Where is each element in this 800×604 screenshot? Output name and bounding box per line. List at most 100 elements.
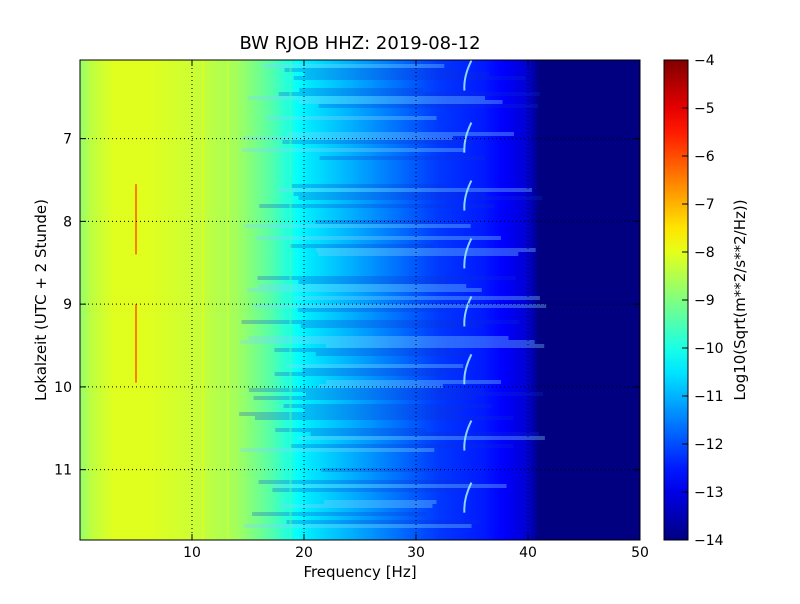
spectrum-band <box>274 484 507 488</box>
spectrum-band <box>286 364 464 368</box>
x-axis-ticks: 10 20 30 40 50 <box>183 60 649 561</box>
spectrum-band <box>247 288 482 292</box>
x-tick-label: 40 <box>519 545 537 561</box>
hook-feature <box>463 295 473 327</box>
spectrum-band <box>278 92 540 96</box>
spectrum-band <box>316 248 536 252</box>
spectrum-band <box>274 348 450 352</box>
spectrum-band <box>315 352 470 356</box>
heatmap-area <box>80 60 640 540</box>
spectrum-band <box>293 296 540 300</box>
spectrum-band <box>262 64 445 68</box>
y-tick-label: 11 <box>54 463 72 479</box>
spectrum-band <box>256 236 501 240</box>
x-axis-label: Frequency [Hz] <box>303 563 416 581</box>
spectrum-band <box>290 444 514 448</box>
hook-feature <box>463 180 473 211</box>
hook-feature <box>463 420 473 451</box>
spectrum-band <box>289 244 435 248</box>
spectrum-band <box>283 404 492 408</box>
spectrum-band <box>252 512 427 516</box>
hook-feature <box>463 482 473 513</box>
colorbar-tick-label: −9 <box>694 293 715 309</box>
colorbar-tick-label: −5 <box>694 101 715 117</box>
colorbar-tick-label: −4 <box>694 53 715 69</box>
hook-feature <box>463 238 473 269</box>
colorbar-tick-label: −7 <box>694 197 715 213</box>
spectrum-band <box>293 76 526 80</box>
y-tick-label: 8 <box>63 214 72 230</box>
spectrum-band <box>325 380 501 384</box>
y-axis-label: Lokalzeit (UTC + 2 Stunde) <box>32 199 50 401</box>
spectrum-band <box>321 468 442 472</box>
spectrum-band <box>284 68 461 72</box>
colorbar-ticks: −14 −13 −12 −11 −10 −9 −8 −7 −6 −5 −4 <box>682 53 724 549</box>
spectrum-band <box>299 88 424 92</box>
spectrum-band <box>272 488 472 492</box>
narrowband-segment <box>135 304 137 383</box>
x-tick-label: 10 <box>183 545 201 561</box>
spectrum-band <box>298 280 448 284</box>
spectrum-band <box>259 204 495 208</box>
chart-title: BW RJOB HHZ: 2019-08-12 <box>239 33 480 54</box>
spectrum-band <box>297 308 452 312</box>
spectrum-band <box>248 388 483 392</box>
spectrum-band <box>257 284 467 288</box>
spectrum-band <box>297 436 545 440</box>
spectrum-band <box>324 500 437 504</box>
heatmap-background <box>80 60 640 540</box>
spectrum-band <box>248 336 509 340</box>
spectrum-band <box>282 140 473 144</box>
x-tick-label: 50 <box>631 545 649 561</box>
spectrum-band <box>274 372 443 376</box>
spectrum-band <box>275 428 427 432</box>
spectrum-band <box>240 448 435 452</box>
y-tick-label: 7 <box>63 132 72 148</box>
vertical-spectral-line <box>226 60 229 540</box>
vertical-spectral-line <box>202 60 205 540</box>
spectrum-band <box>257 276 516 280</box>
spectrum-band <box>243 524 472 528</box>
x-tick-label: 20 <box>295 545 313 561</box>
y-tick-label: 9 <box>63 297 72 313</box>
spectrum-band <box>254 416 514 420</box>
spectrum-band <box>258 480 478 484</box>
plot-frame <box>79 59 641 541</box>
colorbar-tick-label: −14 <box>694 533 724 549</box>
spectrum-band <box>286 132 515 136</box>
spectrum-band <box>300 324 483 328</box>
grid-lines <box>80 60 640 540</box>
spectrum-band <box>304 408 465 412</box>
colorbar-tick-label: −8 <box>694 245 715 261</box>
x-tick-label: 30 <box>407 545 425 561</box>
narrowband-segment <box>135 184 137 255</box>
spectrum-band <box>298 196 543 200</box>
colorbar-tick-label: −11 <box>694 389 724 405</box>
spectrum-band <box>243 224 471 228</box>
spectrum-band <box>282 504 433 508</box>
spectrum-band <box>240 340 535 344</box>
spectrum-band <box>266 116 437 120</box>
spectrum-band <box>318 252 519 256</box>
spectrum-band <box>253 304 547 308</box>
spectrum-band <box>247 96 485 100</box>
spectrum-band <box>304 72 489 76</box>
colorbar-tick-label: −10 <box>694 341 724 357</box>
hook-feature <box>463 353 473 385</box>
spectrum-band <box>325 344 545 348</box>
spectrum-band <box>291 184 448 188</box>
spectrum-band <box>253 396 477 400</box>
spectrum-band <box>241 148 466 152</box>
spectrum-band <box>305 392 544 396</box>
y-axis-ticks: 7 8 9 10 11 <box>54 132 640 479</box>
spectrum-band <box>298 100 503 104</box>
spectrum-band <box>242 136 453 140</box>
spectrum-band <box>302 368 462 372</box>
spectrum-band <box>293 192 486 196</box>
colorbar-tick-label: −13 <box>694 485 724 501</box>
colorbar-tick-label: −12 <box>694 437 724 453</box>
spectrum-band <box>310 432 540 436</box>
spectrum-band <box>277 188 532 192</box>
spectrum-band <box>286 520 481 524</box>
